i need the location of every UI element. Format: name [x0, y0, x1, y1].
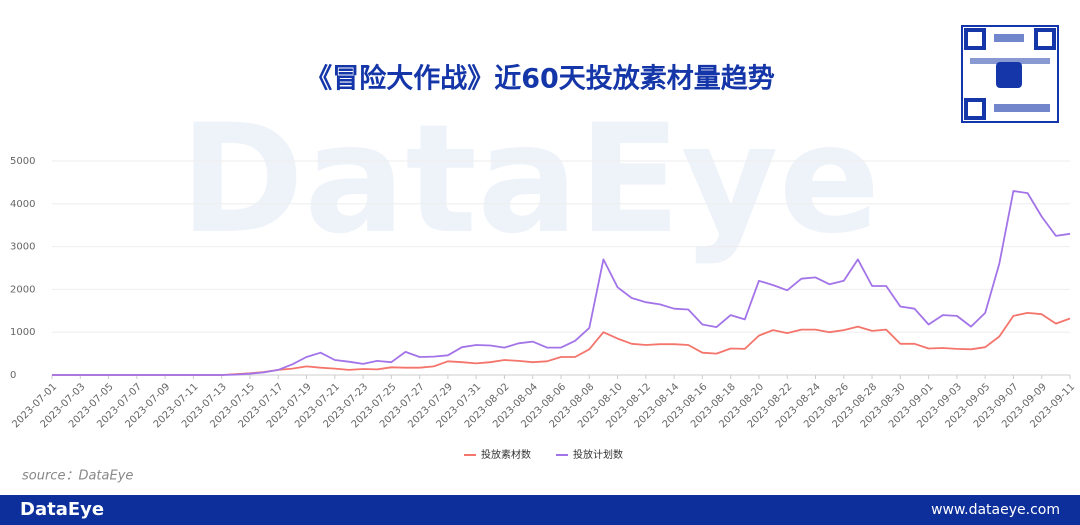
- y-tick-label: 4000: [10, 199, 35, 210]
- watermark: DataEye: [180, 93, 881, 267]
- series-line: [52, 190, 1071, 376]
- y-tick-label: 5000: [10, 156, 35, 167]
- y-tick-label: 2000: [10, 284, 35, 295]
- legend-label: 投放计划数: [573, 448, 623, 461]
- y-tick-label: 0: [10, 370, 16, 381]
- footer-bar: [0, 495, 1080, 525]
- series-line: [52, 312, 1071, 376]
- y-tick-label: 3000: [10, 242, 35, 253]
- footer-brand: DataEye: [20, 499, 104, 520]
- y-tick-label: 1000: [10, 327, 35, 338]
- source: source：DataEye: [22, 469, 133, 484]
- footer-url: www.dataeye.com: [931, 502, 1060, 518]
- qr-code: [961, 25, 1059, 123]
- chart-title: 《冒险大作战》近60天投放素材量趋势: [305, 63, 775, 95]
- legend-label: 投放素材数: [481, 448, 531, 461]
